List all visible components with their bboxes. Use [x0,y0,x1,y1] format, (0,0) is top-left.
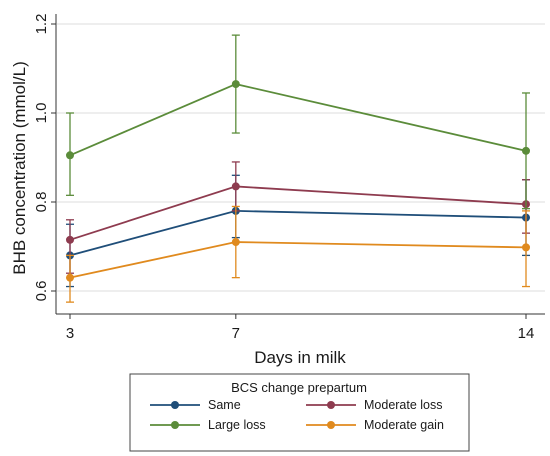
legend-swatch-marker [171,401,179,409]
series-large-loss [66,34,530,210]
legend-swatch-marker [327,421,335,429]
data-point [66,273,74,282]
legend-item: Large loss [150,418,266,432]
legend-item: Same [150,398,241,412]
series-line [69,83,527,157]
series-line [69,241,527,279]
data-point [231,182,240,191]
y-ticks: 0.6 0.8 1.0 1.2 [33,14,56,302]
legend-label: Moderate gain [364,418,444,432]
legend-label: Moderate loss [364,398,443,412]
data-point [231,238,240,247]
y-axis-title: BHB concentration (mmol/L) [10,61,29,275]
data-point [66,235,74,244]
y-tick-label: 0.8 [33,192,50,213]
x-axis-title: Days in milk [254,348,346,367]
data-point [66,151,74,160]
x-tick-label: 3 [66,325,74,342]
legend-label: Large loss [208,418,266,432]
legend-items: Same Moderate loss Large loss Moderate gain [150,398,444,432]
legend-item: Moderate loss [306,398,443,412]
series-moderate-loss [66,161,530,274]
y-tick-label: 1.2 [33,14,50,35]
grid-lines [57,23,545,292]
y-tick-label: 1.0 [33,103,50,124]
x-tick-label: 14 [518,325,535,342]
data-point [522,146,530,155]
legend-box [129,373,470,452]
series-moderate-gain [66,205,530,303]
x-ticks: 3 7 14 [66,314,535,342]
legend: BCS change prepartum Same Moderate loss La… [129,373,470,452]
series [66,34,530,303]
legend-item: Moderate gain [306,418,444,432]
data-point [522,243,530,252]
legend-swatch-marker [171,421,179,429]
legend-title: BCS change prepartum [231,380,367,395]
legend-label: Same [208,398,241,412]
x-tick-label: 7 [232,325,240,342]
y-tick-label: 0.6 [33,281,50,302]
data-point [231,80,240,89]
legend-swatch-marker [327,401,335,409]
series-same [66,174,530,288]
axes [55,14,545,315]
